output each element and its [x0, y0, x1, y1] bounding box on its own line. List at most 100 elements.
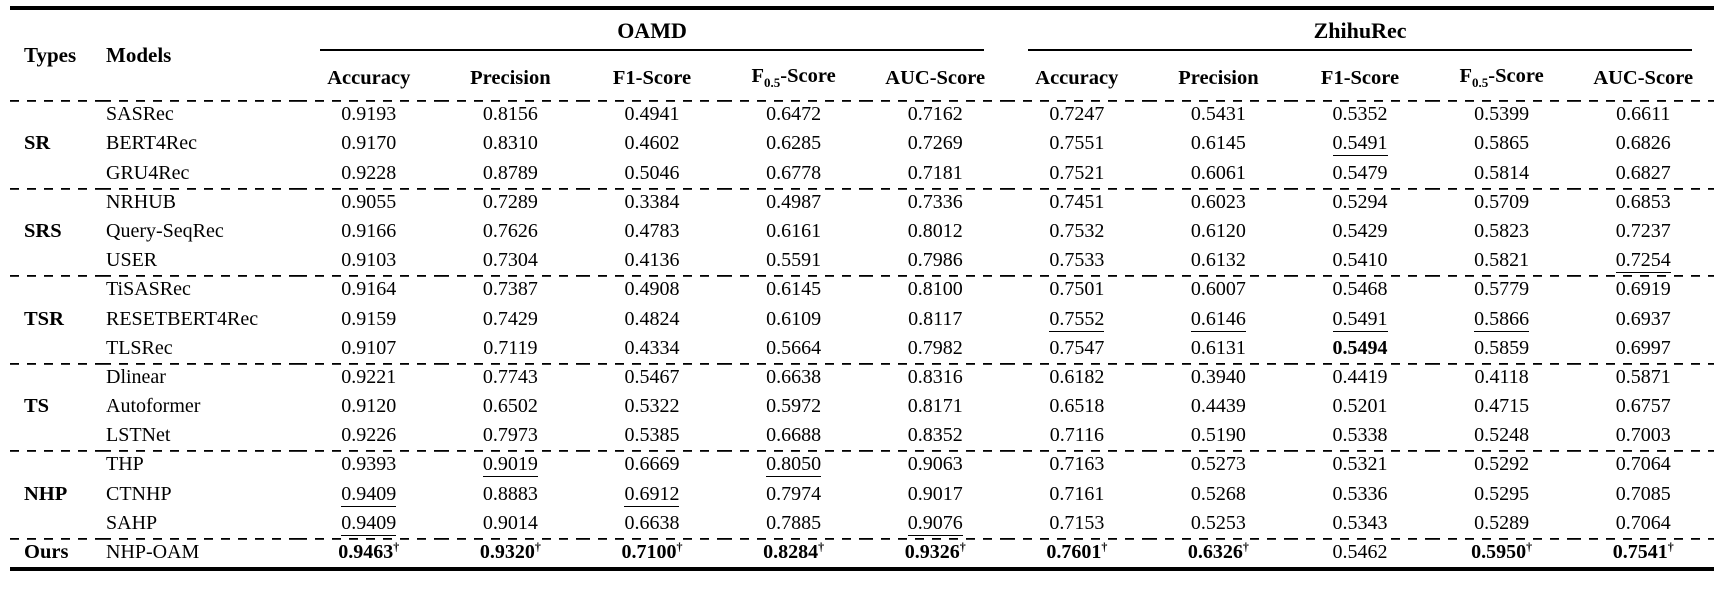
value-cell: 0.6061 [1190, 161, 1246, 184]
value-cell: 0.7387 [439, 275, 582, 305]
value-cell: 0.5491 [1332, 132, 1388, 157]
value-cell: 0.5321 [1289, 450, 1431, 480]
table-row: SAHP 0.9409 0.9014 0.6638 0.7885 0.9076 0.7153… [10, 509, 1714, 538]
value-cell: 0.5972 [766, 395, 822, 418]
value-cell: 0.6285 [766, 132, 822, 155]
table-row: TS Dlinear 0.9221 0.7743 0.5467 0.6638 0.8316 0… [10, 362, 1715, 451]
model-name: Autoformer [106, 395, 201, 418]
model-name: BERT4Rec [106, 132, 198, 155]
metric-header-zhihurec-accuracy: Accuracy [1035, 66, 1119, 89]
value-cell: 0.9076 [907, 511, 963, 536]
value-cell: 0.9164 [298, 275, 440, 305]
value-cell: 0.7269 [907, 132, 963, 155]
value-cell: 0.8352 [907, 424, 963, 447]
value-cell: 0.6161 [766, 219, 822, 242]
table-body: SR SASRec 0.9193 0.8156 0.4941 0.6472 0.7162 0.… [10, 100, 1715, 570]
model-name: SASRec [102, 100, 298, 130]
value-cell: 0.5591 [766, 249, 822, 272]
table-header: Types Models OAMD ZhihuRec Accuracy Precision… [10, 8, 1714, 100]
value-cell: 0.9326† [864, 537, 1007, 570]
value-cell: 0.7100† [581, 537, 723, 570]
value-cell: 0.7552 [1049, 307, 1105, 332]
value-cell: 0.9228 [341, 161, 397, 184]
value-cell: 0.6131 [1190, 336, 1246, 359]
value-cell: 0.9055 [298, 187, 440, 217]
value-cell: 0.5462 [1289, 537, 1431, 570]
value-cell: 0.7064 [1572, 450, 1715, 480]
value-cell: 0.6853 [1572, 187, 1715, 217]
value-cell: 0.6007 [1147, 275, 1290, 305]
type-cell-srs: SRS [10, 187, 102, 276]
type-cell-sr: SR [10, 100, 102, 188]
model-name: Query-SeqRec [106, 219, 224, 242]
value-cell: 0.4439 [1190, 395, 1246, 418]
value-cell: 0.6502 [482, 395, 538, 418]
value-cell: 0.5336 [1332, 482, 1388, 505]
value-cell: 0.6518 [1049, 395, 1105, 418]
value-cell: 0.7336 [864, 187, 1007, 217]
value-cell: 0.5871 [1572, 362, 1715, 392]
table-row: Autoformer 0.9120 0.6502 0.5322 0.5972 0.8171… [10, 392, 1714, 421]
model-name: NHP-OAM [102, 537, 298, 570]
value-cell: 0.9103 [341, 249, 397, 272]
value-cell: 0.9409 [341, 482, 397, 507]
value-cell: 0.8310 [482, 132, 538, 155]
table-row: Query-SeqRec 0.9166 0.7626 0.4783 0.6161 0.80… [10, 217, 1714, 246]
value-cell: 0.4118 [1430, 362, 1573, 392]
value-cell: 0.9159 [341, 307, 397, 330]
value-cell: 0.6669 [581, 450, 723, 480]
value-cell: 0.7986 [907, 249, 963, 272]
value-cell: 0.8100 [864, 275, 1007, 305]
value-cell: 0.4602 [624, 132, 680, 155]
value-cell: 0.7533 [1049, 249, 1105, 272]
value-cell: 0.5814 [1474, 161, 1530, 184]
value-cell: 0.7254 [1615, 249, 1671, 274]
value-cell: 0.7532 [1049, 219, 1105, 242]
value-cell: 0.5950† [1430, 537, 1573, 570]
value-cell: 0.7982 [907, 336, 963, 359]
model-name: USER [106, 249, 158, 272]
value-cell: 0.4715 [1474, 395, 1530, 418]
metric-header-oamd-precision: Precision [470, 66, 551, 89]
value-cell: 0.5295 [1474, 482, 1530, 505]
value-cell: 0.7429 [482, 307, 538, 330]
value-cell: 0.6182 [1006, 362, 1148, 392]
value-cell: 0.5823 [1474, 219, 1530, 242]
value-cell: 0.5467 [581, 362, 723, 392]
value-cell: 0.6146 [1190, 307, 1246, 332]
value-cell: 0.5664 [766, 336, 822, 359]
table-row: BERT4Rec 0.9170 0.8310 0.4602 0.6285 0.7269 0.… [10, 129, 1714, 158]
value-cell: 0.7626 [482, 219, 538, 242]
value-cell: 0.6912 [624, 482, 680, 507]
model-name: CTNHP [106, 482, 172, 505]
value-cell: 0.6145 [1190, 132, 1246, 155]
value-cell: 0.5253 [1190, 511, 1246, 534]
value-cell: 0.4783 [624, 219, 680, 242]
type-cell-tsr: TSR [10, 275, 102, 363]
value-cell: 0.7085 [1615, 482, 1671, 505]
value-cell: 0.6472 [722, 100, 865, 130]
value-cell: 0.5385 [624, 424, 680, 447]
value-cell: 0.6326† [1147, 537, 1290, 570]
table-row: Ours NHP-OAM 0.9463† 0.9320† 0.7100† 0.8284† 0… [10, 537, 1715, 570]
value-cell: 0.5431 [1147, 100, 1290, 130]
table-row: SRS NRHUB 0.9055 0.7289 0.3384 0.4987 0.7336 0.… [10, 187, 1715, 276]
value-cell: 0.8316 [864, 362, 1007, 392]
metric-header-oamd-f0-5-score: F0.5-Score [751, 65, 836, 91]
value-cell: 0.7163 [1006, 450, 1148, 480]
metric-header-oamd-f1-score: F1-Score [612, 66, 692, 89]
value-cell: 0.9014 [482, 511, 538, 534]
value-cell: 0.5289 [1474, 511, 1530, 534]
value-cell: 0.5338 [1332, 424, 1388, 447]
value-cell: 0.6145 [722, 275, 865, 305]
value-cell: 0.8171 [907, 395, 963, 418]
table-row: GRU4Rec 0.9228 0.8789 0.5046 0.6778 0.7181 0.7… [10, 158, 1714, 187]
value-cell: 0.7237 [1615, 219, 1671, 242]
header-row-datasets: Types Models OAMD ZhihuRec [10, 8, 1714, 67]
col-header-models: Models [106, 42, 172, 67]
value-cell: 0.3940 [1147, 362, 1290, 392]
value-cell: 0.7521 [1049, 161, 1105, 184]
value-cell: 0.9170 [341, 132, 397, 155]
value-cell: 0.7973 [482, 424, 538, 447]
type-cell-nhp: NHP [10, 450, 102, 538]
